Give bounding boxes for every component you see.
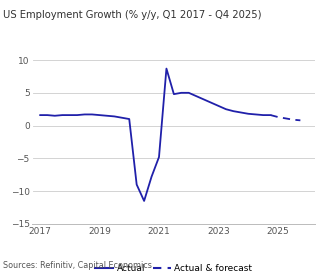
Text: US Employment Growth (% y/y, Q1 2017 - Q4 2025): US Employment Growth (% y/y, Q1 2017 - Q… xyxy=(3,10,262,20)
Legend: Actual, Actual & forecast: Actual, Actual & forecast xyxy=(95,265,253,273)
Text: Sources: Refinitiv, Capital Economics: Sources: Refinitiv, Capital Economics xyxy=(3,261,152,270)
